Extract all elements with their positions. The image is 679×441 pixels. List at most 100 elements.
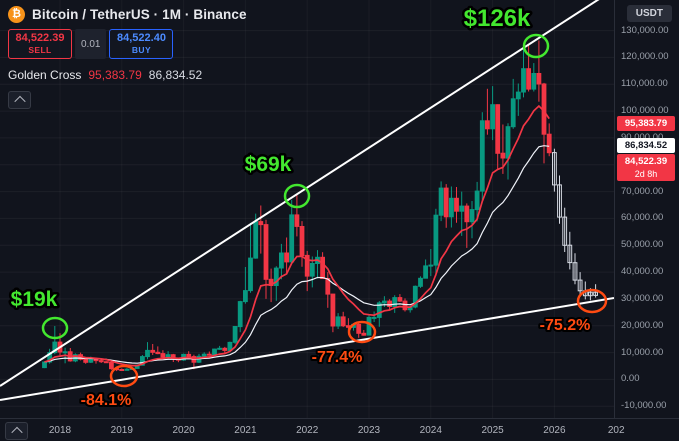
candle (119, 368, 125, 371)
candle (109, 361, 114, 370)
symbol-title[interactable]: Bitcoin / TetherUS · 1M · Binance (32, 7, 247, 22)
price-axis-label: 120,000.00 (621, 51, 669, 63)
annotation-label[interactable]: -77.4% (310, 347, 365, 368)
candle (150, 344, 156, 355)
candle (237, 300, 243, 333)
indicator-name: Golden Cross (8, 68, 82, 82)
candlestick-chart[interactable]: $19k -84.1% $69k -77.4% $126k -75.2% (0, 0, 614, 418)
sell-label: SELL (28, 45, 52, 55)
indicator-value-slow: 86,834.52 (148, 68, 203, 82)
time-axis-label: 2019 (110, 425, 133, 436)
candle (521, 48, 526, 98)
candle (469, 201, 475, 239)
candle (474, 181, 480, 222)
buy-button[interactable]: 84,522.40 BUY (109, 29, 174, 59)
candle (83, 358, 89, 364)
candle (495, 104, 501, 170)
candle (145, 342, 150, 360)
candle (42, 361, 47, 369)
annotation-circle[interactable] (576, 288, 608, 314)
price-axis-label: 130,000.00 (621, 24, 669, 36)
candle (222, 346, 228, 354)
ma-fast-price-tag: 95,383.79 (617, 115, 675, 131)
time-axis-label: 2021 (234, 425, 257, 436)
price-axis[interactable]: 130,000.00 120,000.00 110,000.00 100,000.00… (614, 0, 679, 418)
annotation-circle[interactable] (522, 33, 550, 59)
candle (397, 294, 403, 302)
annotation-circle[interactable] (347, 320, 377, 344)
collapse-indicators-button[interactable] (8, 91, 31, 109)
symbol-title-row: ₿ Bitcoin / TetherUS · 1M · Binance (8, 6, 247, 23)
candle (124, 368, 130, 371)
candle (443, 184, 449, 228)
buy-sell-widget: 84,522.39 SELL 0.01 84,522.40 BUY (8, 29, 247, 59)
candle (340, 311, 346, 328)
annotation-label[interactable]: $69k (242, 151, 294, 179)
candle (510, 78, 516, 129)
candle (67, 348, 73, 362)
annotation-circle[interactable] (41, 316, 69, 340)
candle (567, 231, 573, 270)
scroll-up-button[interactable] (5, 422, 28, 440)
annotation-label[interactable]: -84.1% (79, 390, 134, 411)
candle (294, 194, 300, 237)
candle (263, 219, 269, 299)
price-axis-label: -10,000.00 (621, 400, 667, 412)
candle (273, 266, 279, 301)
sell-price: 84,522.39 (15, 32, 65, 44)
candle (304, 250, 310, 292)
buy-price: 84,522.40 (117, 32, 166, 44)
ma-slow-price-tag: 86,834.52 (617, 138, 675, 154)
indicator-value-fast: 95,383.79 (88, 68, 142, 82)
annotation-circle[interactable] (109, 364, 139, 388)
candle (531, 63, 537, 92)
candle (98, 359, 104, 363)
candle (299, 221, 305, 267)
candle (284, 237, 290, 274)
price-axis-label: 0.00 (621, 373, 640, 385)
price-axis-label: 110,000.00 (621, 78, 668, 90)
price-axis-label: 70,000.00 (621, 185, 664, 197)
time-axis-label: 2025 (481, 425, 504, 436)
candle (572, 253, 578, 285)
candle (361, 330, 367, 336)
ma-line-slow (44, 145, 550, 364)
sell-button[interactable]: 84,522.39 SELL (8, 29, 72, 59)
candle (464, 203, 470, 248)
lower-trendline[interactable] (0, 297, 614, 401)
annotation-label[interactable]: $19k (8, 286, 60, 314)
time-axis-label: 202 (607, 425, 625, 436)
chart-header: ₿ Bitcoin / TetherUS · 1M · Binance 84,5… (8, 6, 247, 109)
time-axis-label: 2023 (357, 425, 381, 436)
candle (577, 272, 583, 295)
price-axis-label: 10,000.00 (621, 346, 664, 358)
chart-canvas[interactable]: $19k -84.1% $69k -77.4% $126k -75.2% (0, 0, 614, 418)
candle (412, 285, 418, 309)
currency-badge[interactable]: USDT (626, 5, 672, 22)
candle (335, 313, 341, 329)
annotation-label[interactable]: $126k (461, 3, 533, 35)
time-axis-label: 2024 (419, 425, 442, 436)
annotation-label[interactable]: -75.2% (538, 315, 593, 336)
candle (454, 187, 459, 223)
bar-countdown: 2d 8h (634, 169, 658, 180)
annotation-circle[interactable] (283, 183, 311, 209)
candle (490, 86, 496, 141)
time-axis-label: 2020 (172, 425, 195, 436)
candle (500, 124, 506, 174)
candle (515, 83, 521, 116)
candle (217, 345, 222, 350)
time-axis-label: 2022 (296, 425, 319, 436)
candle (325, 272, 331, 308)
ma-line-fast (44, 104, 550, 367)
time-axis[interactable]: 2018 2019 2020 2021 2022 2023 2024 2025 2026 202 (0, 418, 679, 441)
price-axis-label: 20,000.00 (621, 319, 664, 331)
candle (449, 186, 454, 228)
price-axis-label: 50,000.00 (621, 239, 664, 251)
candle (418, 276, 423, 288)
candle (459, 191, 465, 236)
candle (557, 175, 562, 224)
candle (428, 249, 434, 277)
chevron-up-icon (10, 426, 23, 439)
indicator-row[interactable]: Golden Cross 95,383.79 86,834.52 (8, 68, 247, 82)
